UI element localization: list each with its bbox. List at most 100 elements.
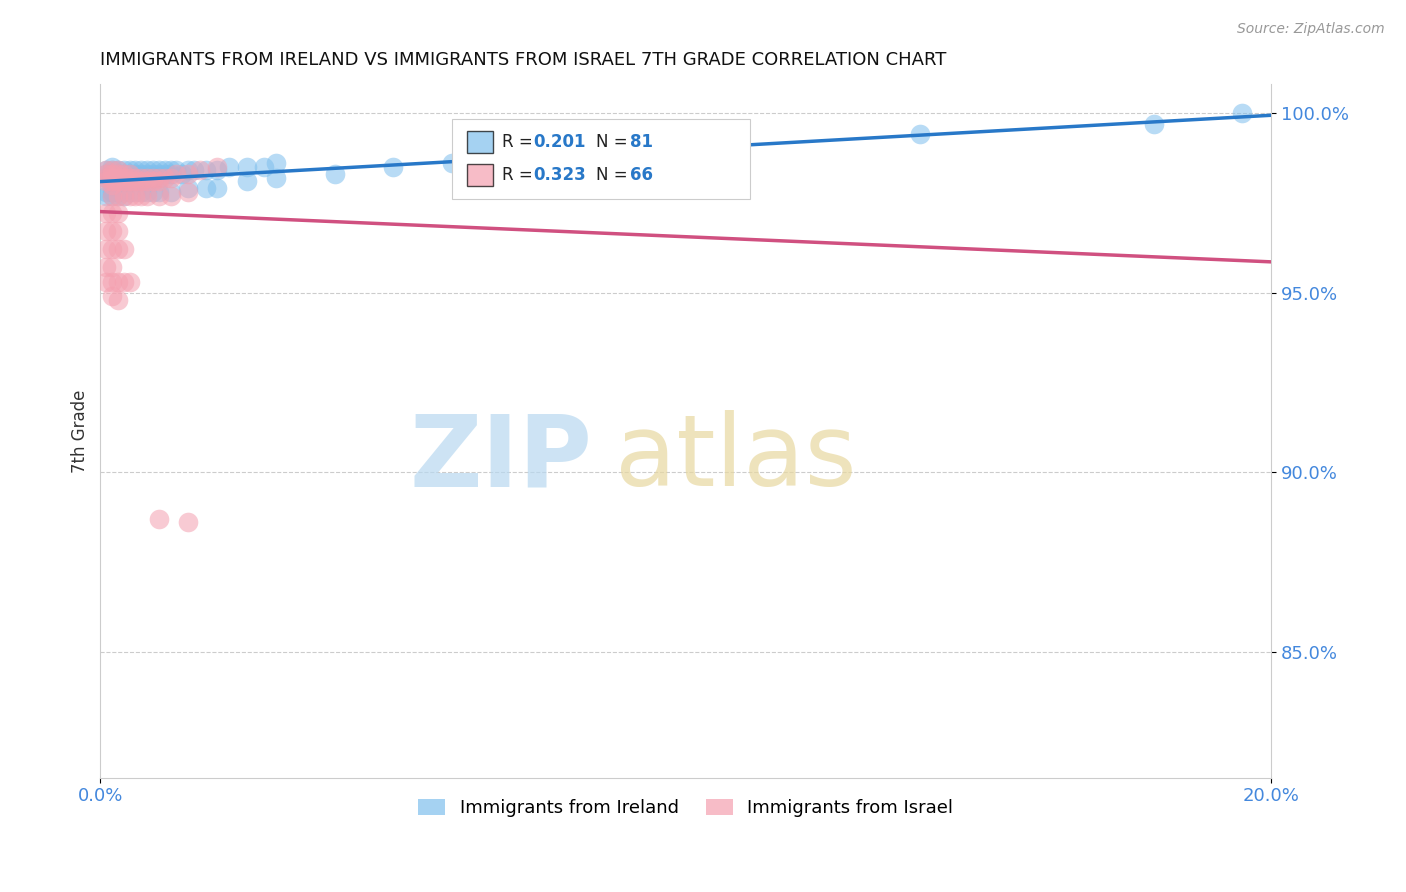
- Text: 81: 81: [630, 133, 652, 151]
- Point: [112, 174, 135, 188]
- Text: R =: R =: [502, 133, 538, 151]
- Point: [118, 174, 141, 188]
- Point: [136, 188, 159, 202]
- Point: [96, 243, 118, 257]
- Point: [124, 174, 146, 188]
- Point: [96, 170, 118, 185]
- Point: [107, 224, 129, 238]
- Point: [101, 243, 124, 257]
- Point: [131, 174, 153, 188]
- Point: [112, 178, 135, 192]
- Point: [96, 174, 118, 188]
- Point: [136, 174, 159, 188]
- Point: [96, 185, 118, 199]
- Point: [118, 167, 141, 181]
- Point: [101, 185, 124, 199]
- Point: [101, 167, 124, 181]
- Point: [142, 167, 165, 181]
- Point: [207, 181, 229, 195]
- Point: [177, 163, 200, 178]
- Point: [131, 163, 153, 178]
- Point: [188, 163, 211, 178]
- Point: [148, 170, 170, 185]
- Point: [118, 170, 141, 185]
- Point: [131, 170, 153, 185]
- Point: [107, 178, 129, 192]
- Point: [1143, 117, 1166, 131]
- Point: [194, 163, 217, 178]
- Point: [153, 170, 176, 185]
- Point: [159, 170, 181, 185]
- Point: [96, 224, 118, 238]
- FancyBboxPatch shape: [467, 164, 492, 186]
- Point: [107, 167, 129, 181]
- Point: [136, 170, 159, 185]
- Point: [557, 149, 579, 163]
- Point: [177, 181, 200, 195]
- Text: Source: ZipAtlas.com: Source: ZipAtlas.com: [1237, 22, 1385, 37]
- Text: atlas: atlas: [616, 410, 858, 507]
- Point: [118, 174, 141, 188]
- Point: [101, 170, 124, 185]
- Point: [112, 188, 135, 202]
- Point: [107, 174, 129, 188]
- Point: [675, 145, 697, 160]
- Point: [101, 160, 124, 174]
- Point: [148, 174, 170, 188]
- Point: [235, 160, 257, 174]
- Point: [148, 512, 170, 526]
- Point: [112, 170, 135, 185]
- Point: [101, 170, 124, 185]
- Point: [118, 163, 141, 178]
- Point: [101, 275, 124, 289]
- Y-axis label: 7th Grade: 7th Grade: [72, 389, 89, 473]
- Point: [118, 275, 141, 289]
- Point: [142, 185, 165, 199]
- Point: [323, 167, 346, 181]
- Point: [96, 260, 118, 275]
- Point: [136, 167, 159, 181]
- Point: [148, 185, 170, 199]
- Point: [148, 188, 170, 202]
- Text: R =: R =: [502, 166, 538, 184]
- Point: [153, 163, 176, 178]
- Point: [131, 185, 153, 199]
- Point: [148, 167, 170, 181]
- Point: [107, 293, 129, 307]
- Point: [96, 167, 118, 181]
- Point: [96, 163, 118, 178]
- Point: [142, 174, 165, 188]
- Point: [177, 167, 200, 181]
- Point: [194, 181, 217, 195]
- Point: [165, 163, 187, 178]
- Point: [124, 188, 146, 202]
- Point: [177, 185, 200, 199]
- Point: [131, 188, 153, 202]
- Point: [131, 167, 153, 181]
- Point: [101, 206, 124, 220]
- Text: ZIP: ZIP: [409, 410, 592, 507]
- Point: [159, 188, 181, 202]
- Point: [264, 156, 287, 170]
- Point: [142, 170, 165, 185]
- Point: [112, 188, 135, 202]
- Point: [112, 174, 135, 188]
- Point: [159, 163, 181, 178]
- Point: [101, 289, 124, 303]
- Point: [207, 163, 229, 178]
- Point: [131, 170, 153, 185]
- Point: [382, 160, 405, 174]
- Point: [107, 170, 129, 185]
- Point: [112, 167, 135, 181]
- Text: IMMIGRANTS FROM IRELAND VS IMMIGRANTS FROM ISRAEL 7TH GRADE CORRELATION CHART: IMMIGRANTS FROM IRELAND VS IMMIGRANTS FR…: [100, 51, 946, 69]
- Point: [153, 167, 176, 181]
- Point: [96, 275, 118, 289]
- Point: [124, 163, 146, 178]
- Point: [165, 167, 187, 181]
- Point: [107, 275, 129, 289]
- Point: [235, 174, 257, 188]
- Point: [107, 167, 129, 181]
- Point: [107, 206, 129, 220]
- Point: [440, 156, 463, 170]
- Point: [101, 260, 124, 275]
